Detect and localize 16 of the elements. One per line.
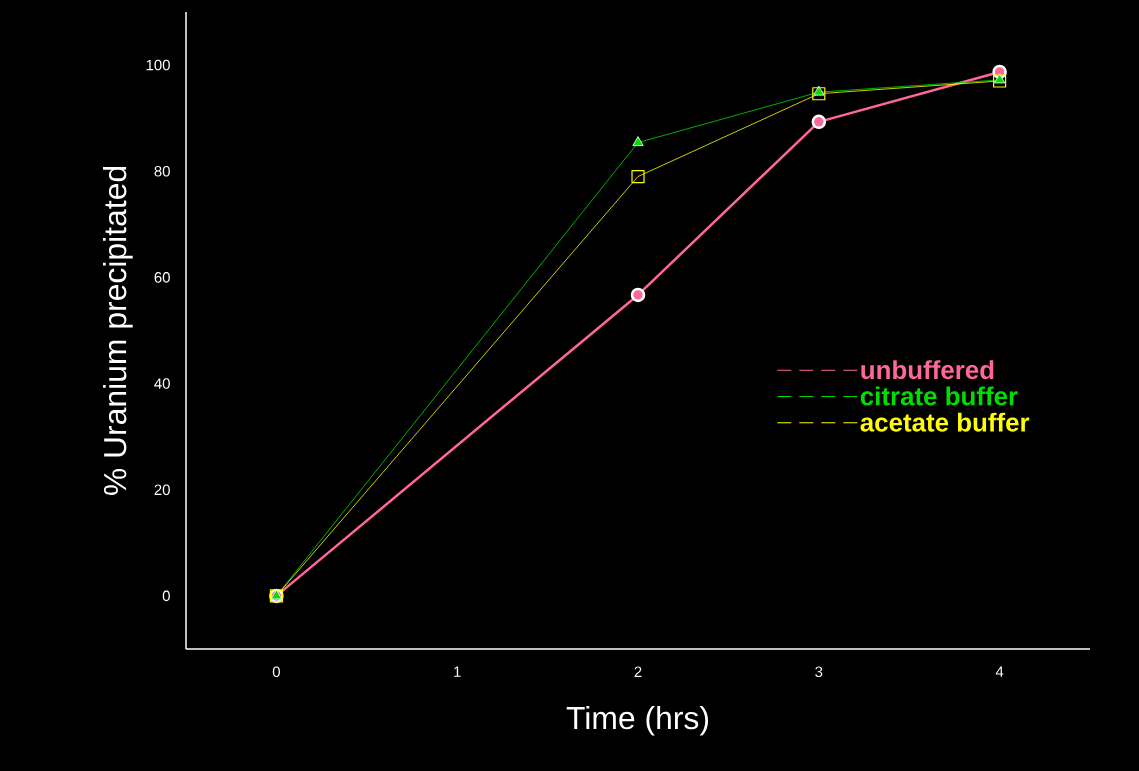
y-tick-label: 0 <box>162 590 170 602</box>
x-tick-label: 3 <box>815 666 823 678</box>
x-axis-title: Time (hrs) <box>566 705 709 736</box>
y-tick-label: 100 <box>146 59 170 71</box>
y-axis-title: % Uranium precipitated <box>103 166 133 496</box>
y-tick-label: 80 <box>154 165 170 177</box>
legend-label: acetate buffer <box>860 412 1030 432</box>
y-tick-label: 20 <box>154 484 170 496</box>
x-tick-label: 4 <box>995 666 1004 677</box>
x-tick-label: 0 <box>272 666 280 678</box>
y-tick-label: 40 <box>154 378 170 389</box>
legend-label: unbuffered <box>861 360 994 380</box>
y-tick-label: 60 <box>154 272 170 283</box>
x-tick-label: 1 <box>454 666 461 677</box>
x-tick-label: 2 <box>634 666 642 677</box>
legend-label: citrate buffer <box>860 386 1018 406</box>
